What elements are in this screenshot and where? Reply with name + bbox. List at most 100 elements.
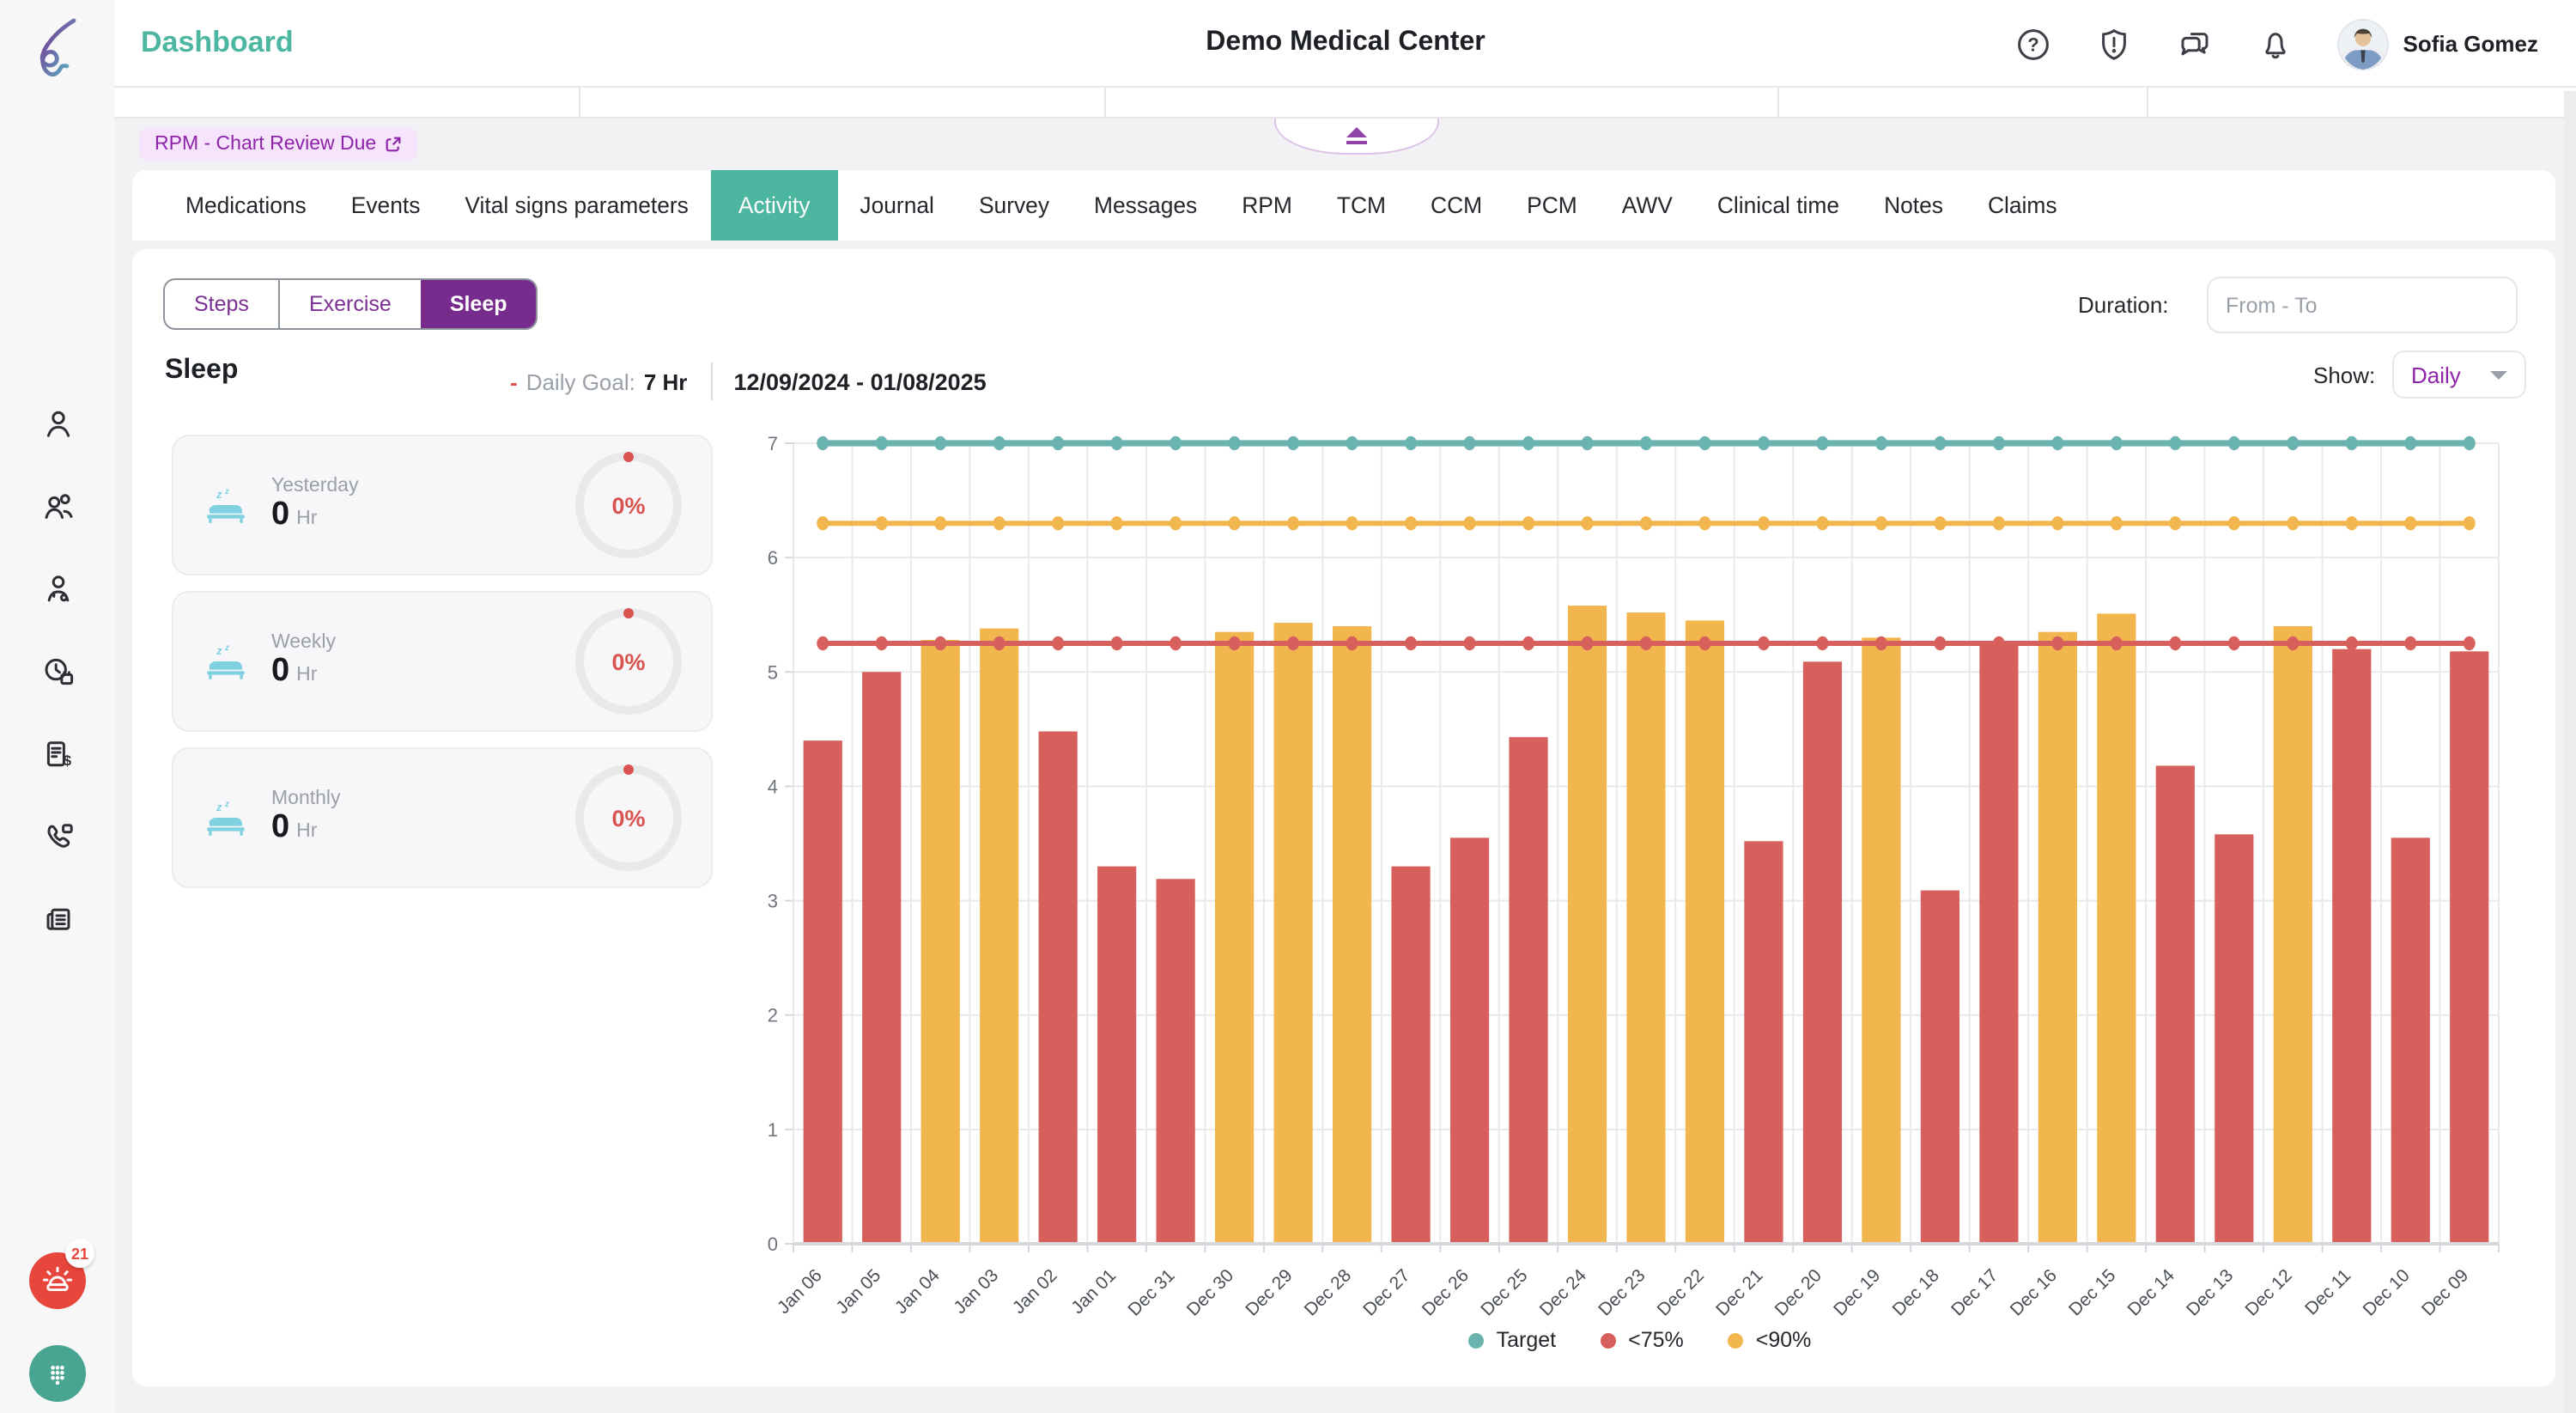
section-tabs: Medications Events Vital signs parameters A… [132,170,2555,241]
help-icon[interactable]: ? [2015,25,2053,63]
eject-icon [1346,127,1367,137]
show-granularity-select[interactable]: Daily [2392,350,2526,399]
legend-label: <90% [1755,1328,1812,1352]
svg-text:Dec 27: Dec 27 [1359,1265,1413,1319]
card-hours-unit: Hr [296,665,318,685]
alerts-button[interactable]: 21 [29,1239,94,1309]
tab-tcm[interactable]: TCM [1336,192,1387,218]
svg-text:Dec 21: Dec 21 [1712,1265,1766,1319]
brand-logo-icon[interactable] [22,14,91,94]
sleep-card-yesterday: z z Yesterday 0 Hr 0% [172,435,713,576]
svg-text:Jan 04: Jan 04 [891,1265,944,1318]
card-percent: 0% [611,805,646,831]
avatar [2337,18,2390,70]
svg-text:Dec 19: Dec 19 [1830,1265,1884,1319]
sleep-section-title: Sleep [165,356,239,385]
doctor-icon[interactable] [40,572,75,606]
card-hours-value: 0 [271,496,290,533]
tab-pcm[interactable]: PCM [1527,192,1577,218]
tab-notes[interactable]: Notes [1884,192,1943,218]
tab-activity[interactable]: Activity [710,170,838,241]
svg-text:Jan 02: Jan 02 [1009,1265,1061,1318]
svg-text:Dec 12: Dec 12 [2242,1265,2296,1319]
goal-marker: - [510,368,518,394]
svg-text:Dec 09: Dec 09 [2418,1265,2472,1319]
legend-dot [1601,1332,1617,1348]
tab-messages[interactable]: Messages [1094,192,1198,218]
collapse-panel-tab[interactable] [1274,119,1439,155]
duration-input[interactable] [2226,293,2502,317]
card-percent: 0% [611,492,646,518]
siren-icon [42,1266,73,1292]
subtab-exercise[interactable]: Exercise [277,280,421,328]
card-hours-unit: Hr [296,509,318,529]
tab-rpm[interactable]: RPM [1242,192,1292,218]
user-name: Sofia Gomez [2403,31,2539,57]
scrollbar-track[interactable] [2564,91,2576,1413]
external-link-icon [386,137,401,152]
sleep-bar-chart[interactable]: 0 1 2 3 4 5 6 7 Jan 06 Jan 05 Jan 04 Jan 03 Jan 02 Ja… [756,428,2524,1330]
show-label: Show: [2313,362,2376,388]
activity-subtabs: Steps Exercise Sleep [163,278,538,330]
svg-text:Dec 17: Dec 17 [1947,1265,2002,1319]
phone-call-icon[interactable] [40,819,75,854]
progress-ring: 0% [575,764,682,871]
svg-text:Dec 24: Dec 24 [1536,1265,1591,1320]
svg-text:Dec 11: Dec 11 [2301,1265,2354,1319]
daily-goal-value: 7 Hr [643,368,688,394]
patient-icon[interactable] [40,407,75,442]
rpm-chart-review-badge[interactable]: RPM - Chart Review Due [139,127,418,161]
legend-item-90[interactable]: <90% [1728,1328,1812,1352]
legend-item-75[interactable]: <75% [1601,1328,1684,1352]
fax-icon[interactable] [40,902,75,936]
chat-icon[interactable] [2177,25,2215,63]
show-selected-value: Daily [2411,362,2461,387]
svg-text:z: z [216,800,222,813]
schedule-icon[interactable] [40,655,75,689]
svg-text:2: 2 [768,1005,778,1026]
tab-claims[interactable]: Claims [1987,192,2057,218]
billing-icon[interactable]: $ [40,737,75,771]
tab-vital-signs-parameters[interactable]: Vital signs parameters [465,192,689,218]
svg-text:Jan 03: Jan 03 [950,1265,1002,1318]
alert-shield-icon[interactable] [2096,25,2134,63]
duration-range-picker[interactable] [2207,277,2518,333]
tab-survey[interactable]: Survey [978,192,1050,218]
svg-text:Dec 29: Dec 29 [1242,1265,1296,1319]
facility-title: Demo Medical Center [1206,27,1485,57]
tab-clinical-time[interactable]: Clinical time [1716,192,1840,218]
svg-text:3: 3 [768,891,778,912]
svg-text:?: ? [2028,33,2039,55]
daily-goal-label: Daily Goal: [526,368,635,394]
svg-text:z: z [216,643,222,656]
bell-icon[interactable] [2257,25,2295,63]
chart-legend: Target <75% <90% [756,1328,2524,1352]
svg-text:Jan 01: Jan 01 [1067,1265,1120,1318]
svg-text:Dec 10: Dec 10 [2359,1265,2413,1319]
svg-text:6: 6 [768,547,778,569]
card-period-label: Yesterday [271,476,359,496]
legend-dot [1468,1332,1485,1348]
dialpad-button[interactable] [29,1345,86,1402]
svg-text:Dec 28: Dec 28 [1301,1265,1355,1319]
tab-medications[interactable]: Medications [185,192,307,218]
user-menu[interactable]: Sofia Gomez [2337,18,2539,70]
svg-text:0: 0 [768,1233,778,1255]
subtab-sleep[interactable]: Sleep [420,280,537,328]
tab-events[interactable]: Events [350,192,421,218]
tab-ccm[interactable]: CCM [1431,192,1483,218]
top-header: Dashboard Demo Medical Center ? [115,0,2576,88]
svg-text:Dec 13: Dec 13 [2183,1265,2237,1319]
subtab-steps[interactable]: Steps [194,292,249,316]
tab-journal[interactable]: Journal [860,192,934,218]
tab-awv[interactable]: AWV [1621,192,1673,218]
legend-item-target[interactable]: Target [1468,1328,1557,1352]
progress-ring: 0% [575,608,682,715]
svg-text:z: z [224,799,229,808]
care-team-icon[interactable] [40,490,75,524]
legend-label: Target [1496,1328,1557,1352]
